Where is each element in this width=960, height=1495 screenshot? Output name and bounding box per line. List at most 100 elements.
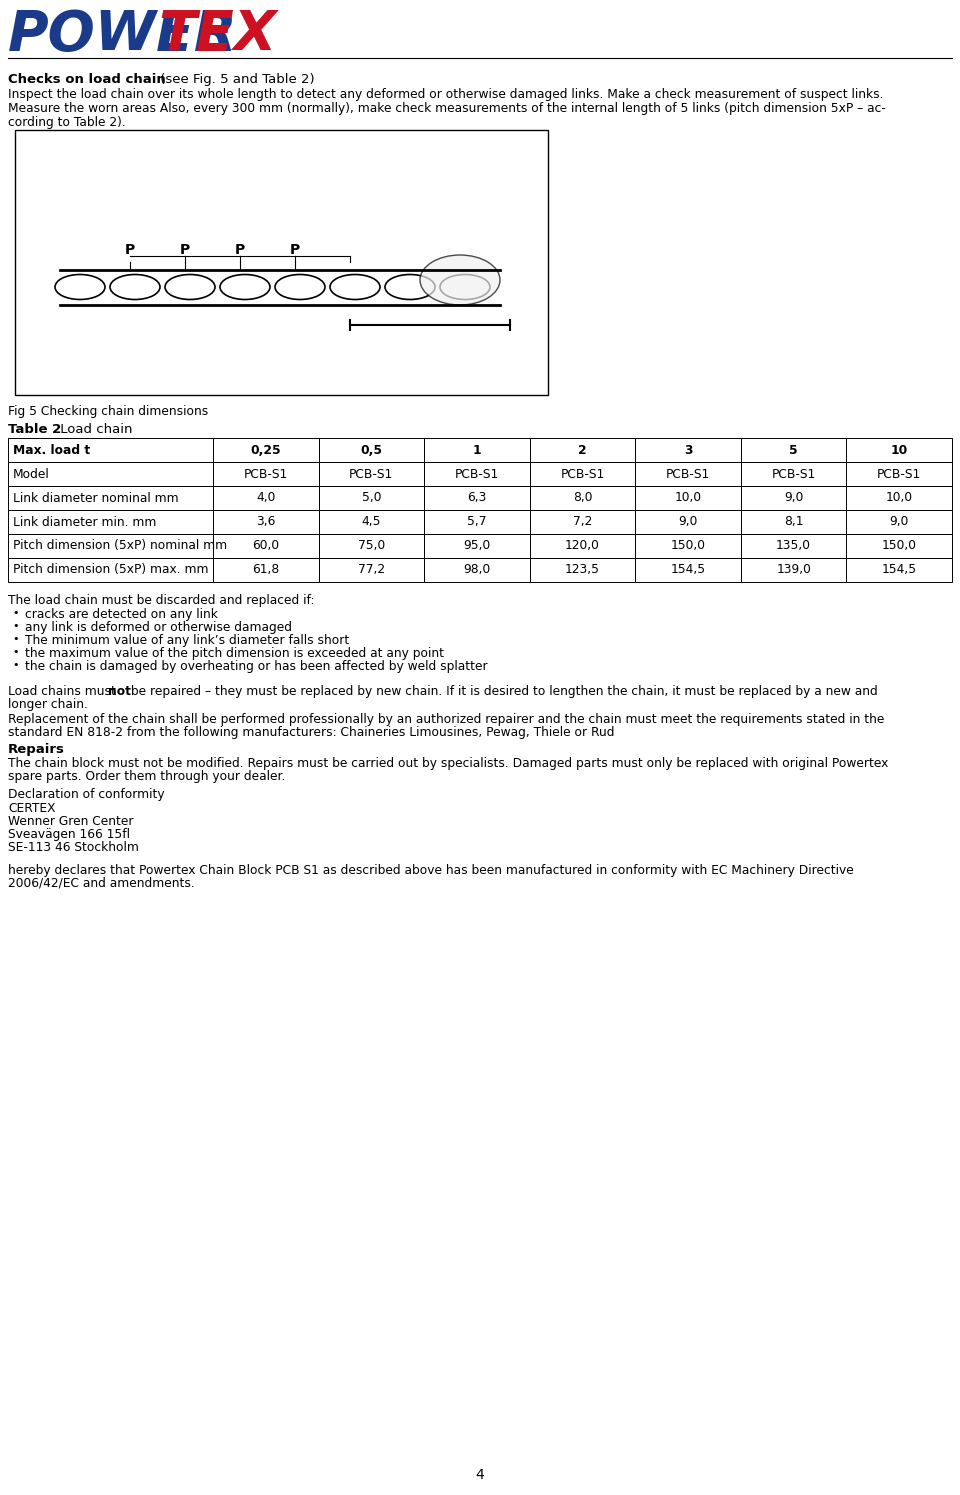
- Ellipse shape: [165, 275, 215, 299]
- Ellipse shape: [385, 275, 435, 299]
- Text: Load chains must: Load chains must: [8, 685, 120, 698]
- Ellipse shape: [420, 256, 500, 305]
- Text: •: •: [12, 647, 19, 656]
- Text: 6,3: 6,3: [468, 492, 487, 504]
- Text: PCB-S1: PCB-S1: [666, 468, 710, 480]
- Text: Sveavägen 166 15fl: Sveavägen 166 15fl: [8, 828, 130, 842]
- Text: 7,2: 7,2: [573, 516, 592, 529]
- Bar: [741, 462, 847, 486]
- Text: the maximum value of the pitch dimension is exceeded at any point: the maximum value of the pitch dimension…: [25, 647, 444, 659]
- Text: The load chain must be discarded and replaced if:: The load chain must be discarded and rep…: [8, 594, 315, 607]
- Text: 9,0: 9,0: [679, 516, 698, 529]
- Text: 9,0: 9,0: [890, 516, 909, 529]
- Ellipse shape: [220, 275, 270, 299]
- Bar: [424, 558, 530, 582]
- Bar: [847, 438, 952, 462]
- Text: 77,2: 77,2: [358, 564, 385, 577]
- Text: 0,5: 0,5: [360, 444, 382, 456]
- Text: 75,0: 75,0: [358, 540, 385, 553]
- Text: 154,5: 154,5: [881, 564, 917, 577]
- Text: Link diameter nominal mm: Link diameter nominal mm: [13, 492, 179, 504]
- Text: PCB-S1: PCB-S1: [349, 468, 394, 480]
- Text: Inspect the load chain over its whole length to detect any deformed or otherwise: Inspect the load chain over its whole le…: [8, 88, 883, 102]
- Text: 120,0: 120,0: [565, 540, 600, 553]
- Text: 5,7: 5,7: [468, 516, 487, 529]
- Bar: [847, 534, 952, 558]
- Bar: [319, 534, 424, 558]
- Bar: [530, 486, 636, 510]
- Bar: [213, 510, 319, 534]
- Text: 3,6: 3,6: [256, 516, 276, 529]
- Bar: [8, 534, 213, 558]
- Text: TEX: TEX: [158, 7, 276, 61]
- Bar: [530, 510, 636, 534]
- Text: Declaration of conformity: Declaration of conformity: [8, 788, 164, 801]
- Bar: [741, 438, 847, 462]
- Bar: [424, 510, 530, 534]
- Text: P: P: [180, 244, 190, 257]
- Text: Model: Model: [13, 468, 50, 480]
- Bar: [213, 558, 319, 582]
- Text: Load chain: Load chain: [56, 423, 132, 437]
- Text: 5: 5: [789, 444, 798, 456]
- Text: Measure the worn areas Also, every 300 mm (normally), make check measurements of: Measure the worn areas Also, every 300 m…: [8, 102, 886, 115]
- Ellipse shape: [275, 275, 325, 299]
- Ellipse shape: [110, 275, 160, 299]
- Bar: [15, 130, 548, 395]
- Bar: [636, 558, 741, 582]
- Bar: [530, 534, 636, 558]
- Text: 98,0: 98,0: [464, 564, 491, 577]
- Ellipse shape: [330, 275, 380, 299]
- Text: 0,25: 0,25: [251, 444, 281, 456]
- Text: 150,0: 150,0: [881, 540, 917, 553]
- Text: 154,5: 154,5: [670, 564, 706, 577]
- Bar: [8, 558, 213, 582]
- Bar: [319, 462, 424, 486]
- Bar: [636, 462, 741, 486]
- Bar: [8, 438, 213, 462]
- Text: 60,0: 60,0: [252, 540, 279, 553]
- Text: Table 2: Table 2: [8, 423, 61, 437]
- Bar: [8, 510, 213, 534]
- Text: 9,0: 9,0: [784, 492, 804, 504]
- Bar: [847, 558, 952, 582]
- Text: be repaired – they must be replaced by new chain. If it is desired to lengthen t: be repaired – they must be replaced by n…: [127, 685, 877, 698]
- Bar: [530, 558, 636, 582]
- Text: cracks are detected on any link: cracks are detected on any link: [25, 608, 218, 620]
- Text: Link diameter min. mm: Link diameter min. mm: [13, 516, 156, 529]
- Text: •: •: [12, 659, 19, 670]
- Text: not: not: [108, 685, 131, 698]
- Text: Repairs: Repairs: [8, 743, 65, 756]
- Ellipse shape: [55, 275, 105, 299]
- Bar: [847, 486, 952, 510]
- Text: Max. load t: Max. load t: [13, 444, 90, 456]
- Bar: [530, 438, 636, 462]
- Text: Fig 5 Checking chain dimensions: Fig 5 Checking chain dimensions: [8, 405, 208, 419]
- Text: P: P: [235, 244, 245, 257]
- Bar: [636, 534, 741, 558]
- Text: CERTEX: CERTEX: [8, 801, 56, 815]
- Bar: [530, 462, 636, 486]
- Bar: [213, 486, 319, 510]
- Text: 2006/42/EC and amendments.: 2006/42/EC and amendments.: [8, 878, 195, 890]
- Text: 61,8: 61,8: [252, 564, 279, 577]
- Bar: [847, 462, 952, 486]
- Text: P: P: [290, 244, 300, 257]
- Text: 8,1: 8,1: [784, 516, 804, 529]
- Text: standard EN 818-2 from the following manufacturers: Chaineries Limousines, Pewag: standard EN 818-2 from the following man…: [8, 727, 614, 739]
- Bar: [319, 486, 424, 510]
- Text: PCB-S1: PCB-S1: [455, 468, 499, 480]
- Bar: [741, 510, 847, 534]
- Bar: [424, 438, 530, 462]
- Bar: [213, 534, 319, 558]
- Text: SE-113 46 Stockholm: SE-113 46 Stockholm: [8, 842, 139, 854]
- Text: (see Fig. 5 and Table 2): (see Fig. 5 and Table 2): [156, 73, 315, 87]
- Bar: [213, 462, 319, 486]
- Text: 135,0: 135,0: [776, 540, 811, 553]
- Text: Replacement of the chain shall be performed professionally by an authorized repa: Replacement of the chain shall be perfor…: [8, 713, 884, 727]
- Bar: [424, 486, 530, 510]
- Text: •: •: [12, 634, 19, 644]
- Bar: [741, 558, 847, 582]
- Text: •: •: [12, 608, 19, 617]
- Text: 8,0: 8,0: [573, 492, 592, 504]
